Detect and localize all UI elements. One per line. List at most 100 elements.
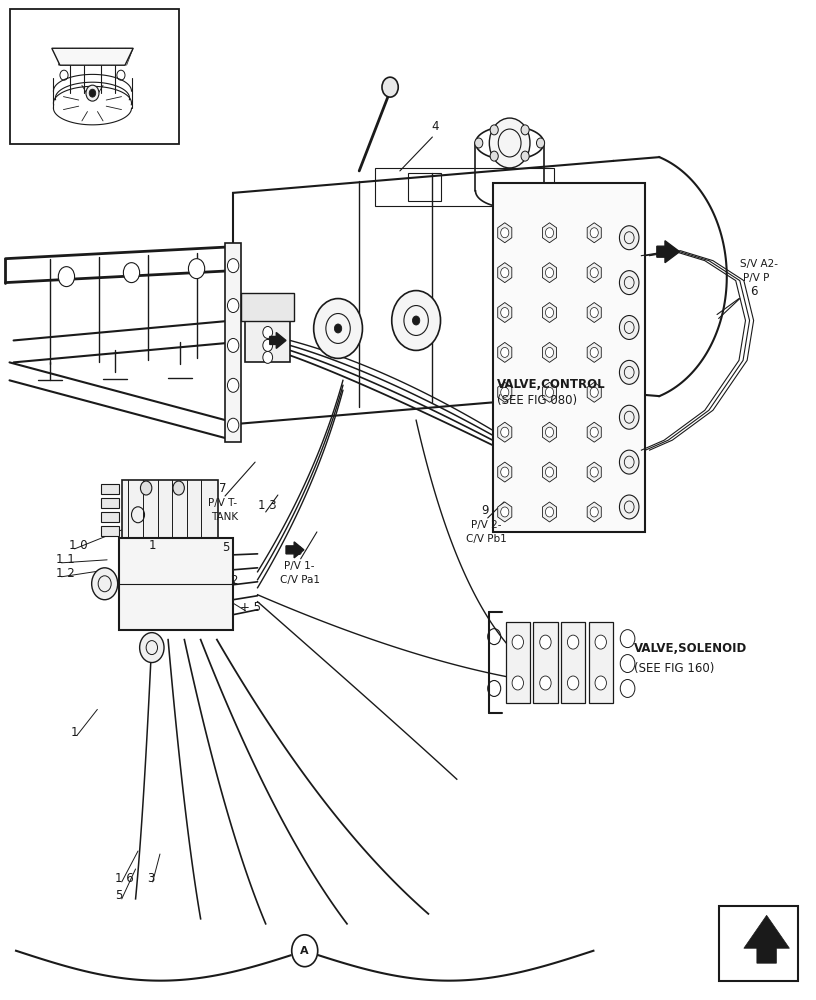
Bar xyxy=(493,183,645,532)
Text: 5: 5 xyxy=(115,889,122,902)
Polygon shape xyxy=(588,382,601,402)
Circle shape xyxy=(512,676,524,690)
Text: (SEE FIG 160): (SEE FIG 160) xyxy=(634,662,715,675)
Text: P/V 2-: P/V 2- xyxy=(471,520,501,530)
FancyArrow shape xyxy=(286,542,304,558)
Polygon shape xyxy=(51,48,133,65)
Polygon shape xyxy=(498,342,512,362)
Text: C/V Pa1: C/V Pa1 xyxy=(280,575,320,585)
Circle shape xyxy=(228,299,239,313)
Circle shape xyxy=(545,228,553,238)
Circle shape xyxy=(501,228,509,238)
Circle shape xyxy=(595,635,606,649)
Circle shape xyxy=(228,418,239,432)
Text: 1 6: 1 6 xyxy=(115,872,134,885)
Circle shape xyxy=(539,635,551,649)
Circle shape xyxy=(490,118,530,168)
Circle shape xyxy=(590,347,598,357)
FancyArrow shape xyxy=(270,332,286,348)
Circle shape xyxy=(539,676,551,690)
Circle shape xyxy=(619,450,639,474)
FancyArrow shape xyxy=(657,241,680,263)
Polygon shape xyxy=(588,342,601,362)
Circle shape xyxy=(501,467,509,477)
Circle shape xyxy=(545,308,553,318)
Polygon shape xyxy=(498,223,512,243)
Circle shape xyxy=(619,316,639,339)
Circle shape xyxy=(475,138,483,148)
Text: 6: 6 xyxy=(751,285,758,298)
Circle shape xyxy=(263,339,273,351)
Bar xyxy=(101,526,119,536)
Circle shape xyxy=(263,351,273,363)
Circle shape xyxy=(590,507,598,517)
Bar xyxy=(242,293,294,320)
Polygon shape xyxy=(498,382,512,402)
Circle shape xyxy=(512,635,524,649)
Text: (SEE FIG 080): (SEE FIG 080) xyxy=(497,394,577,407)
Circle shape xyxy=(545,507,553,517)
Circle shape xyxy=(490,125,499,135)
Text: 1 3: 1 3 xyxy=(258,499,276,512)
Circle shape xyxy=(545,427,553,437)
Bar xyxy=(225,243,242,442)
Circle shape xyxy=(86,85,99,101)
Polygon shape xyxy=(588,223,601,243)
Text: VALVE,CONTROL: VALVE,CONTROL xyxy=(497,378,605,391)
Polygon shape xyxy=(588,422,601,442)
Polygon shape xyxy=(543,462,557,482)
Bar xyxy=(375,168,554,206)
Circle shape xyxy=(590,308,598,318)
Circle shape xyxy=(335,324,342,333)
Circle shape xyxy=(536,138,544,148)
Circle shape xyxy=(123,263,140,283)
Circle shape xyxy=(392,291,441,350)
Text: TANK: TANK xyxy=(211,512,238,522)
Text: VALVE,SOLENOID: VALVE,SOLENOID xyxy=(634,642,747,655)
Polygon shape xyxy=(744,915,789,963)
Circle shape xyxy=(619,271,639,295)
Circle shape xyxy=(501,268,509,278)
Circle shape xyxy=(590,228,598,238)
Circle shape xyxy=(313,299,362,358)
Polygon shape xyxy=(498,263,512,283)
Circle shape xyxy=(291,935,317,967)
Polygon shape xyxy=(498,502,512,522)
Bar xyxy=(122,480,218,538)
Polygon shape xyxy=(543,342,557,362)
Text: P/V 1-: P/V 1- xyxy=(284,561,314,571)
Circle shape xyxy=(228,259,239,273)
Circle shape xyxy=(188,259,205,279)
Circle shape xyxy=(490,151,499,161)
Circle shape xyxy=(501,347,509,357)
Polygon shape xyxy=(498,303,512,322)
Text: 1: 1 xyxy=(149,539,156,552)
Bar xyxy=(588,622,613,703)
Circle shape xyxy=(91,568,118,600)
Circle shape xyxy=(228,378,239,392)
Circle shape xyxy=(228,338,239,352)
Polygon shape xyxy=(543,223,557,243)
Polygon shape xyxy=(588,303,601,322)
Circle shape xyxy=(263,326,273,338)
Bar xyxy=(10,9,179,144)
Bar xyxy=(101,512,119,522)
Bar xyxy=(533,622,557,703)
Bar xyxy=(246,320,290,362)
Bar xyxy=(101,498,119,508)
Circle shape xyxy=(545,268,553,278)
Polygon shape xyxy=(543,422,557,442)
Circle shape xyxy=(567,635,579,649)
Text: 5: 5 xyxy=(223,541,230,554)
Polygon shape xyxy=(588,263,601,283)
Text: 4: 4 xyxy=(431,120,438,133)
Text: P/V T-: P/V T- xyxy=(208,498,237,508)
Circle shape xyxy=(89,89,95,97)
Bar xyxy=(101,484,119,494)
Polygon shape xyxy=(588,462,601,482)
Bar xyxy=(408,173,441,201)
Circle shape xyxy=(501,387,509,397)
Bar xyxy=(506,622,530,703)
Circle shape xyxy=(412,316,419,325)
Circle shape xyxy=(619,405,639,429)
